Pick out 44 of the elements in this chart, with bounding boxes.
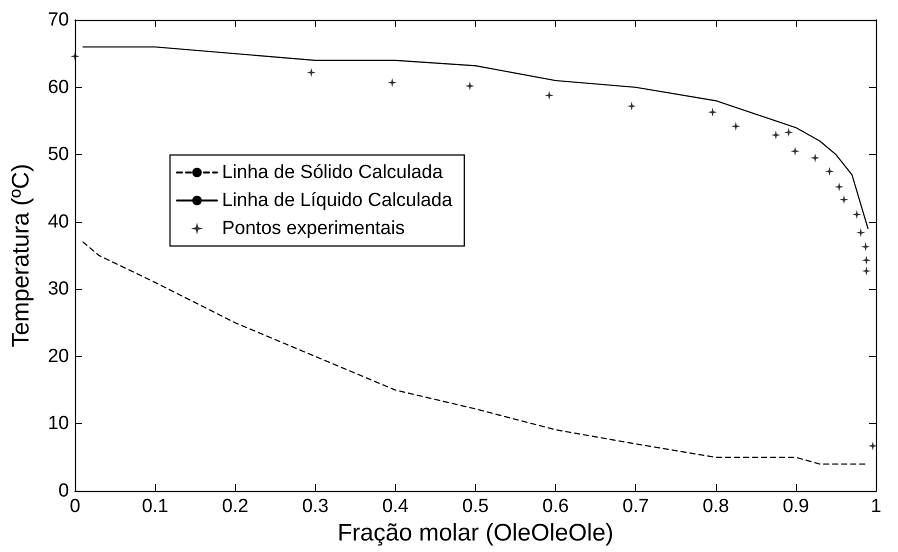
x-tick-label: 0.9 [782, 496, 810, 517]
point [852, 210, 862, 219]
y-tick-label: 30 [48, 278, 69, 300]
x-tick-label: 0.2 [222, 496, 248, 517]
x-tick-label: 0.4 [382, 496, 410, 517]
x-axis-title: Fração molar (OleOleOle) [337, 520, 614, 546]
point [810, 153, 820, 162]
legend-label: Linha de Líquido Calculada [222, 190, 453, 211]
y-tick-label: 40 [48, 211, 69, 232]
legend-label: Pontos experimentais [222, 218, 405, 239]
point [825, 166, 834, 176]
point [70, 52, 80, 61]
x-tick-label: 0.5 [462, 496, 489, 517]
x-tick-label: 1 [870, 496, 882, 517]
point [790, 146, 800, 156]
y-tick-label: 50 [48, 144, 69, 166]
y-tick-label: 10 [48, 413, 69, 434]
point [708, 108, 718, 117]
point [856, 228, 866, 238]
point [862, 266, 871, 276]
x-tick-label: 0.1 [142, 496, 168, 517]
point [861, 242, 870, 252]
y-tick-label: 70 [48, 10, 69, 30]
point [465, 81, 474, 90]
x-tick-label: 0.6 [542, 496, 569, 517]
y-tick-label: 20 [48, 346, 69, 367]
x-tick-label: 0.3 [302, 496, 329, 517]
point [731, 122, 740, 131]
point [868, 441, 878, 450]
point [862, 256, 871, 265]
point [839, 195, 848, 204]
point [834, 182, 844, 192]
y-tick-label: 60 [48, 76, 69, 98]
point [784, 128, 794, 137]
x-tick-label: 0.8 [702, 496, 730, 517]
point [771, 130, 780, 140]
point [544, 90, 554, 100]
legend-label: Linha de Sólido Calculada [222, 162, 444, 183]
y-axis-title: Temperatura (ºC) [8, 164, 34, 348]
point [388, 78, 397, 88]
point [627, 102, 636, 111]
y-tick-label: 0 [58, 480, 69, 502]
x-tick-label: 0.7 [622, 496, 649, 517]
point [306, 68, 316, 77]
